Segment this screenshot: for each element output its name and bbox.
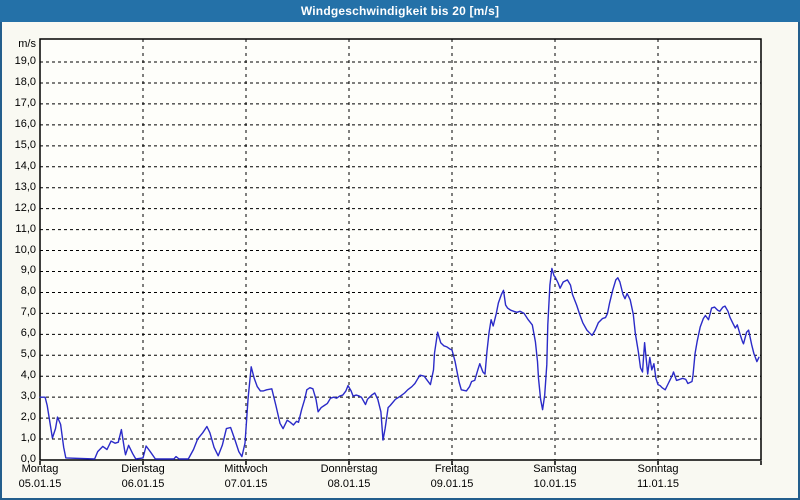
y-tick-label: 4,0 [20,369,36,382]
x-date-label: 05.01.15 [18,478,62,490]
x-date-label: 08.01.15 [327,478,371,490]
y-tick-label: 15,0 [14,138,36,151]
y-tick-label: 16,0 [14,117,36,130]
x-date-label: 07.01.15 [224,478,268,490]
y-tick-label: 2,0 [20,411,36,424]
y-tick-label: 9,0 [20,264,36,277]
y-tick-label: 17,0 [14,96,36,109]
y-tick-label: 0,0 [20,453,36,465]
x-date-label: 10.01.15 [533,478,577,490]
y-tick-label: 3,0 [20,390,36,403]
y-tick-label: 10,0 [14,243,36,256]
title-bar: Windgeschwindigkeit bis 20 [m/s] [0,0,800,22]
y-tick-label: 12,0 [14,201,36,214]
y-tick-label: 13,0 [14,180,36,193]
y-axis-unit-label: m/s [18,38,36,50]
x-weekday-label: Freitag [434,463,470,475]
x-date-label: 06.01.15 [121,478,165,490]
y-tick-label: 1,0 [20,432,36,445]
x-weekday-label: Montag [21,463,59,475]
y-tick-label: 6,0 [20,327,36,340]
chart-title: Windgeschwindigkeit bis 20 [m/s] [300,4,500,18]
y-tick-label: 7,0 [20,306,36,319]
y-tick-label: 11,0 [15,222,36,235]
x-weekday-label: Sonntag [637,463,679,475]
x-date-label: 09.01.15 [430,478,474,490]
y-tick-label: 14,0 [14,159,36,172]
y-tick-label: 18,0 [14,75,36,88]
x-weekday-label: Mittwoch [224,463,268,475]
y-tick-label: 5,0 [20,348,36,361]
y-tick-label: 19,0 [14,55,36,68]
x-date-label: 11.01.15 [636,478,679,490]
y-tick-label: 8,0 [20,285,36,298]
x-weekday-label: Dienstag [121,463,165,475]
x-weekday-label: Donnerstag [320,463,378,475]
x-weekday-label: Samstag [533,463,577,475]
